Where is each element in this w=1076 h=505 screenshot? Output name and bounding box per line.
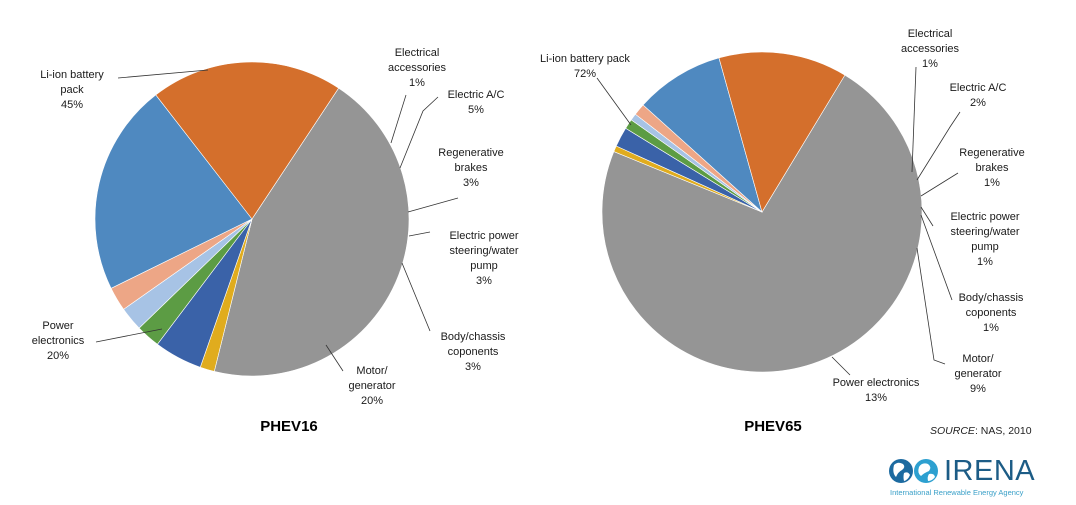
leader-line-li: [117, 69, 209, 79]
pie-chart-phev16: Li-ion battery pack 45% Electrical accessori…: [32, 47, 519, 407]
leader-line-pwr: [95, 328, 163, 343]
slice-name-line: steering/water: [950, 226, 1019, 238]
pie-slice-pwr: [155, 61, 340, 220]
slice-name-line: Electric power: [449, 230, 518, 242]
irena-logo: IRENA International Renewable Energy Age…: [888, 455, 1058, 500]
slice-name-line: pump: [470, 260, 498, 272]
slice-name-line: Motor/: [962, 353, 994, 365]
slice-name-line: generator: [954, 368, 1001, 380]
slice-name-line: pack: [60, 84, 84, 96]
slice-label-str: Electric power steering/water pump 3%: [449, 230, 518, 287]
slice-label-brk: Regenerative brakes 3%: [438, 147, 503, 189]
slice-label-acc: Electrical accessories 1%: [901, 28, 960, 70]
slice-percent: 9%: [970, 383, 986, 395]
slice-name-line: Li-ion battery: [40, 69, 104, 81]
slice-label-mot: Motor/generator 9%: [954, 353, 1001, 395]
slice-percent: 72%: [574, 68, 596, 80]
pie-slice-mot: [94, 94, 253, 289]
slice-name-line: Electric A/C: [950, 82, 1007, 94]
chart-title-phev65: PHEV65: [744, 418, 802, 435]
slice-name-line: generator: [348, 380, 395, 392]
slice-label-body: Body/chassis coponents 1%: [959, 292, 1024, 334]
slice-percent: 2%: [970, 97, 986, 109]
leader-line-str: [920, 206, 934, 227]
slice-name-line: electronics: [32, 335, 85, 347]
slice-percent: 3%: [465, 361, 481, 373]
logo-word: IRENA: [944, 455, 1036, 487]
chart-title-phev16: PHEV16: [260, 418, 318, 435]
slice-label-mot: Motor/generator 20%: [348, 365, 395, 407]
logo-subtitle: International Renewable Energy Agency: [890, 488, 1024, 497]
leader-line-str: [408, 231, 431, 237]
globe-icon: [889, 459, 938, 483]
slice-percent: 20%: [47, 350, 69, 362]
slice-label-ac: Electric A/C 2%: [950, 82, 1007, 109]
slice-label-body: Body/chassis coponents 3%: [441, 331, 506, 373]
slice-percent: 3%: [476, 275, 492, 287]
slice-name-line: Body/chassis: [441, 331, 506, 343]
slice-name-line: Li-ion battery pack: [540, 53, 630, 65]
slice-percent: 1%: [922, 58, 938, 70]
leader-line-ac: [916, 111, 961, 181]
slice-label-str: Electric power steering/water pump 1%: [950, 211, 1019, 268]
slice-name-line: Power electronics: [833, 377, 920, 389]
leader-line-pwr: [831, 356, 851, 376]
slice-name-line: Power: [42, 320, 74, 332]
slice-label-pwr: Power electronics 13%: [833, 377, 920, 404]
slice-name-line: Regenerative: [959, 147, 1024, 159]
slice-label-pwr: Power electronics 20%: [32, 320, 85, 362]
source-text: : NAS, 2010: [974, 425, 1032, 437]
slice-name-line: Electric power: [950, 211, 1019, 223]
slice-label-li: Li-ion battery pack 72%: [540, 53, 630, 80]
slice-percent: 1%: [984, 177, 1000, 189]
leader-line-acc: [911, 66, 917, 173]
leader-line-ac: [399, 96, 439, 169]
source-note: SOURCE: NAS, 2010: [930, 425, 1032, 437]
slice-label-li: Li-ion battery pack 45%: [40, 69, 104, 111]
leader-line-brk: [920, 172, 959, 197]
slice-name-line: coponents: [448, 346, 499, 358]
leader-line-li: [596, 77, 632, 126]
leader-line-brk: [407, 197, 459, 213]
slice-name-line: pump: [971, 241, 999, 253]
source-label: SOURCE: [930, 425, 975, 437]
slice-name-line: accessories: [388, 62, 447, 74]
pie-chart-phev65: Li-ion battery pack 72% Electrical accessor…: [540, 28, 1025, 404]
pie-slice-mot: [642, 57, 763, 213]
slice-name-line: Regenerative: [438, 147, 503, 159]
slice-label-ac: Electric A/C 5%: [448, 89, 505, 116]
slice-name-line: Electrical: [908, 28, 953, 40]
slice-percent: 20%: [361, 395, 383, 407]
slice-percent: 13%: [865, 392, 887, 404]
slice-name-line: Electric A/C: [448, 89, 505, 101]
pie-slice-li: [213, 87, 410, 377]
slice-percent: 5%: [468, 104, 484, 116]
slice-percent: 1%: [409, 77, 425, 89]
slice-name-line: brakes: [975, 162, 1009, 174]
leader-line-body: [401, 262, 431, 332]
slice-name-line: coponents: [966, 307, 1017, 319]
slice-percent: 45%: [61, 99, 83, 111]
slice-label-brk: Regenerative brakes 1%: [959, 147, 1024, 189]
pie-slice-pwr: [718, 51, 846, 213]
leader-line-mot: [325, 344, 344, 372]
slice-label-acc: Electrical accessories 1%: [388, 47, 447, 89]
slice-name-line: Body/chassis: [959, 292, 1024, 304]
slice-name-line: Electrical: [395, 47, 440, 59]
slice-name-line: Motor/: [356, 365, 388, 377]
slice-percent: 1%: [983, 322, 999, 334]
slice-name-line: steering/water: [449, 245, 518, 257]
slice-name-line: accessories: [901, 43, 960, 55]
leader-line-body: [920, 214, 953, 301]
slice-name-line: brakes: [454, 162, 488, 174]
pie-slice-li: [601, 74, 923, 373]
leader-line-mot: [916, 247, 946, 365]
leader-line-acc: [390, 94, 407, 144]
slice-percent: 3%: [463, 177, 479, 189]
slice-percent: 1%: [977, 256, 993, 268]
